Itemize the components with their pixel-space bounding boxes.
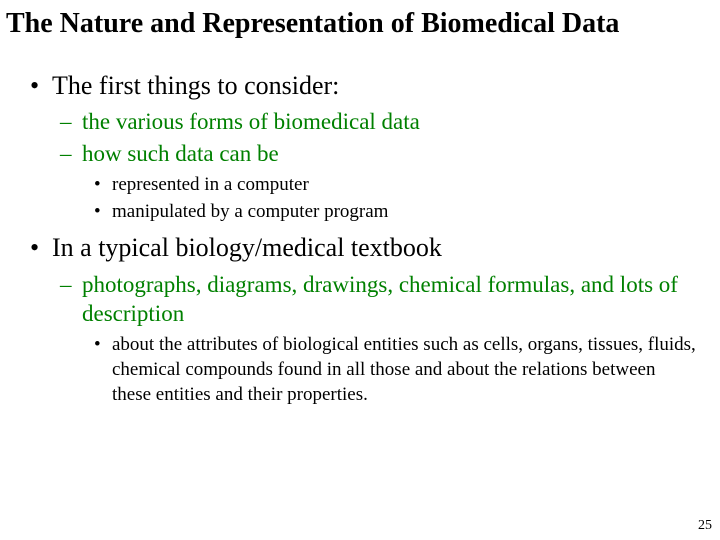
bullet-l1: In a typical biology/medical textbook ph… <box>52 230 696 407</box>
bullet-l1-text: In a typical biology/medical textbook <box>52 233 442 262</box>
bullet-l1: The first things to consider: the variou… <box>52 68 696 224</box>
bullet-l3: represented in a computer <box>112 173 696 198</box>
bullet-l3: about the attributes of biological entit… <box>112 333 696 407</box>
bullet-l3-text: represented in a computer <box>112 174 309 195</box>
bullet-l3: manipulated by a computer program <box>112 200 696 225</box>
bullet-l3-text: about the attributes of biological entit… <box>112 334 696 404</box>
bullet-l2-text: photographs, diagrams, drawings, chemica… <box>82 272 678 327</box>
bullet-l3-text: manipulated by a computer program <box>112 201 388 222</box>
slide-body: The first things to consider: the variou… <box>0 40 720 407</box>
bullet-l2-text: the various forms of biomedical data <box>82 109 420 134</box>
bullet-l2: how such data can be represented in a co… <box>82 139 696 224</box>
bullet-l2-text: how such data can be <box>82 141 279 166</box>
slide-title: The Nature and Representation of Biomedi… <box>0 0 720 40</box>
bullet-l2: the various forms of biomedical data <box>82 107 696 137</box>
page-number: 25 <box>698 518 712 534</box>
bullet-l1-text: The first things to consider: <box>52 71 339 100</box>
bullet-l2: photographs, diagrams, drawings, chemica… <box>82 270 696 408</box>
